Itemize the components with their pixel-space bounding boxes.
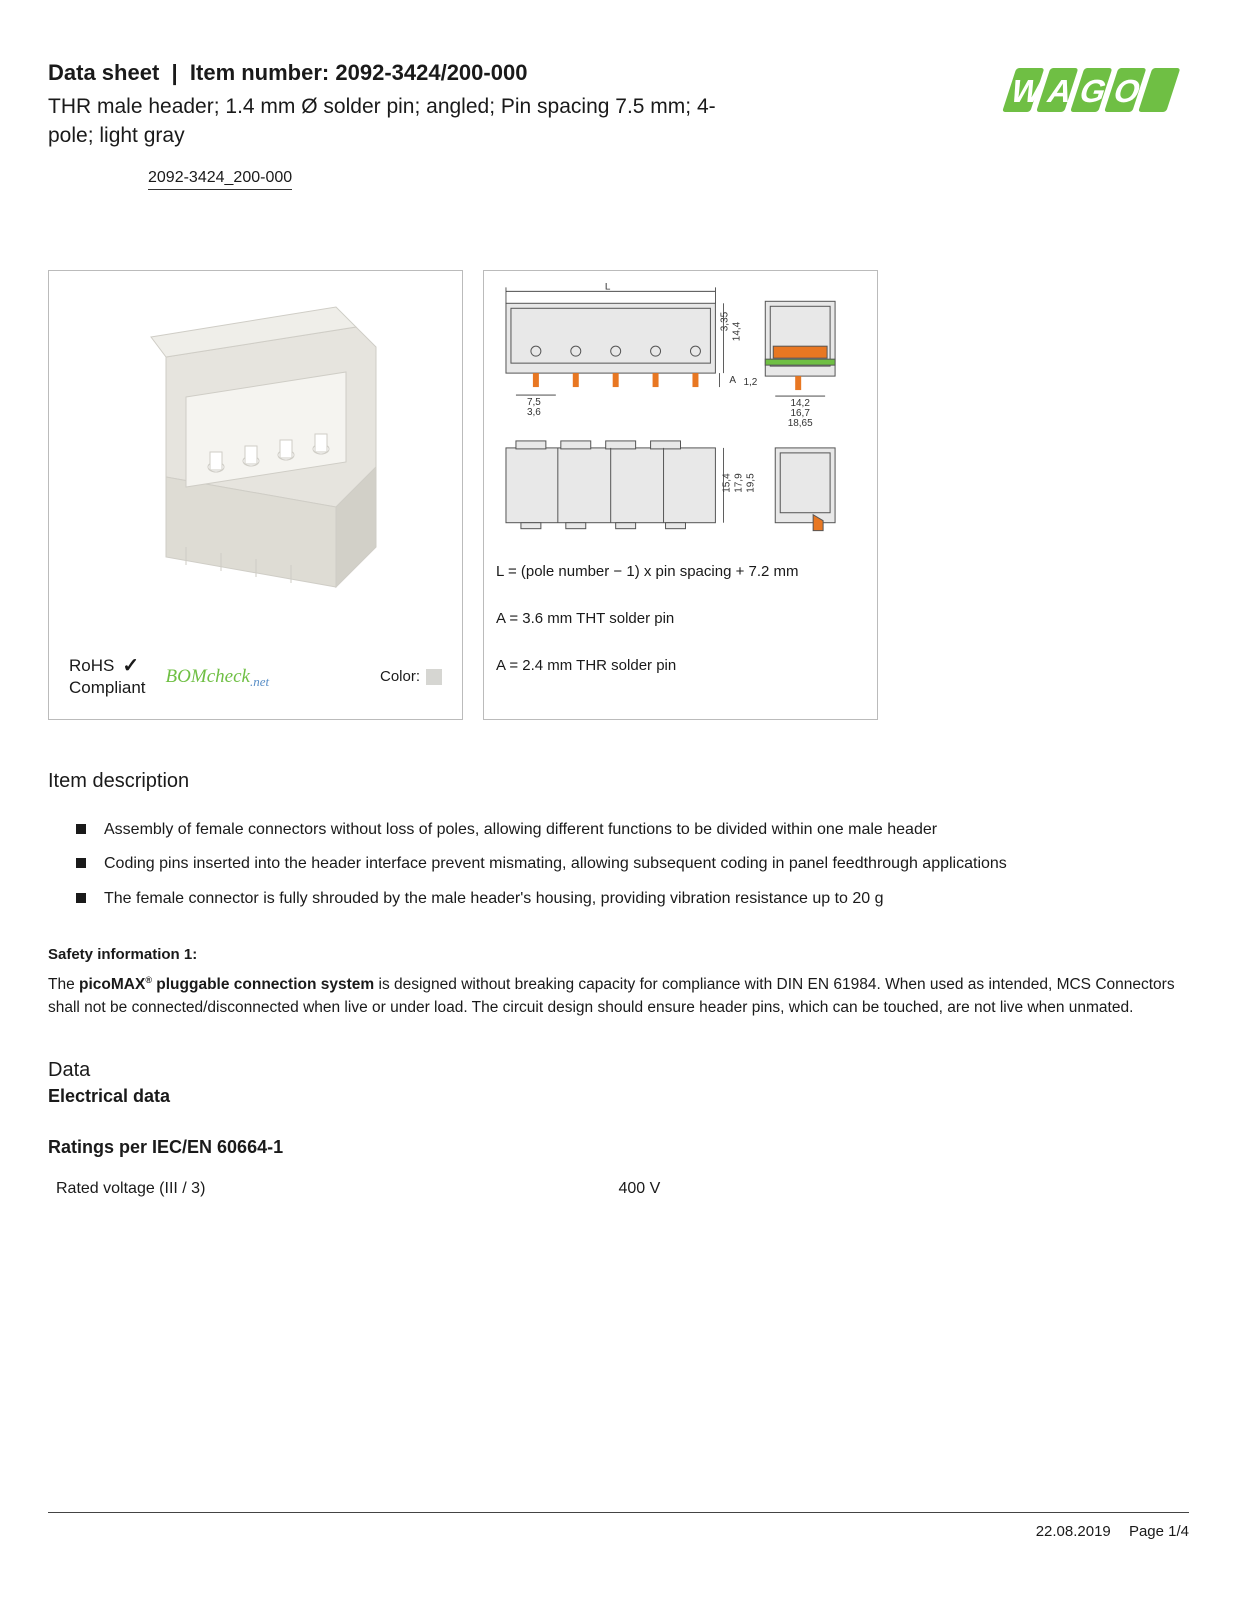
header-text-block: Data sheet | Item number: 2092-3424/200-… xyxy=(48,60,989,190)
bullet-item: Coding pins inserted into the header int… xyxy=(76,853,1189,875)
data-heading: Data xyxy=(48,1059,1189,1082)
item-number: 2092-3424/200-000 xyxy=(335,60,527,85)
item-label: Item number: xyxy=(190,60,329,85)
bomcheck-text: BOMcheck xyxy=(166,666,250,687)
color-indicator: Color: xyxy=(380,668,442,685)
datasheet-label: Data sheet xyxy=(48,60,159,85)
safety-heading: Safety information 1: xyxy=(48,946,1189,963)
dim-L: L xyxy=(605,283,611,292)
dim-12: 1,2 xyxy=(743,377,757,388)
formula-L: L = (pole number − 1) x pin spacing + 7.… xyxy=(496,563,865,580)
formula-A2: A = 2.4 mm THR solder pin xyxy=(496,657,865,674)
rohs-compliant: Compliant xyxy=(69,678,146,698)
bomcheck-logo: BOMcheck.net xyxy=(166,666,270,688)
bomcheck-net: .net xyxy=(250,674,269,689)
color-label-text: Color: xyxy=(380,668,420,685)
rohs-badge: RoHS ✓ Compliant xyxy=(69,654,146,698)
footer-page: Page 1/4 xyxy=(1129,1523,1189,1540)
dim-A: A xyxy=(729,375,736,386)
product-render xyxy=(49,271,462,643)
dim-335: 3,35 xyxy=(719,311,730,331)
rating-row: Rated voltage (III / 3) 400 V xyxy=(48,1176,1189,1208)
drawing-box: L 3,35 14,4 7,5 3,6 A xyxy=(483,270,878,720)
rohs-label: RoHS xyxy=(69,656,114,676)
svg-text:O: O xyxy=(1109,73,1146,109)
bullet-item: Assembly of female connectors without lo… xyxy=(76,819,1189,841)
images-row: RoHS ✓ Compliant BOMcheck.net Color: xyxy=(48,270,1189,720)
item-description-heading: Item description xyxy=(48,770,1189,793)
safety-prefix: The xyxy=(48,976,79,993)
formula-A1: A = 3.6 mm THT solder pin xyxy=(496,610,865,627)
product-footer: RoHS ✓ Compliant BOMcheck.net Color: xyxy=(49,642,462,718)
registered-icon: ® xyxy=(145,975,152,985)
part-link[interactable]: 2092-3424_200-000 xyxy=(148,169,292,190)
rating-key: Rated voltage (III / 3) xyxy=(56,1180,619,1198)
description-list: Assembly of female connectors without lo… xyxy=(48,819,1189,910)
safety-text: The picoMAX® pluggable connection system… xyxy=(48,973,1189,1020)
check-icon: ✓ xyxy=(122,654,139,678)
dim-179: 17,9 xyxy=(733,473,744,493)
page-header: Data sheet | Item number: 2092-3424/200-… xyxy=(48,60,1189,190)
title-line: Data sheet | Item number: 2092-3424/200-… xyxy=(48,60,989,86)
pico-name: picoMAX xyxy=(79,976,145,993)
safety-bold: picoMAX® pluggable connection system xyxy=(79,976,374,993)
bullet-item: The female connector is fully shrouded b… xyxy=(76,888,1189,910)
page-footer: 22.08.2019 Page 1/4 xyxy=(48,1512,1189,1540)
rating-value: 400 V xyxy=(619,1180,1182,1198)
technical-drawing: L 3,35 14,4 7,5 3,6 A xyxy=(496,283,865,543)
svg-text:G: G xyxy=(1075,73,1112,109)
ratings-heading: Ratings per IEC/EN 60664-1 xyxy=(48,1137,1189,1158)
dim-144: 14,4 xyxy=(731,321,742,341)
color-swatch xyxy=(426,669,442,685)
subtitle: THR male header; 1.4 mm Ø solder pin; an… xyxy=(48,92,748,151)
dim-195: 19,5 xyxy=(745,473,756,493)
dim-154: 15,4 xyxy=(721,473,732,493)
electrical-heading: Electrical data xyxy=(48,1086,1189,1107)
wago-logo: W A G O xyxy=(989,60,1189,120)
dim-pitch-inner: 3,6 xyxy=(527,407,541,418)
product-image-box: RoHS ✓ Compliant BOMcheck.net Color: xyxy=(48,270,463,720)
pico-suffix: pluggable connection system xyxy=(152,976,374,993)
footer-date: 22.08.2019 xyxy=(1036,1523,1111,1540)
dim-1865: 18,65 xyxy=(788,418,813,429)
